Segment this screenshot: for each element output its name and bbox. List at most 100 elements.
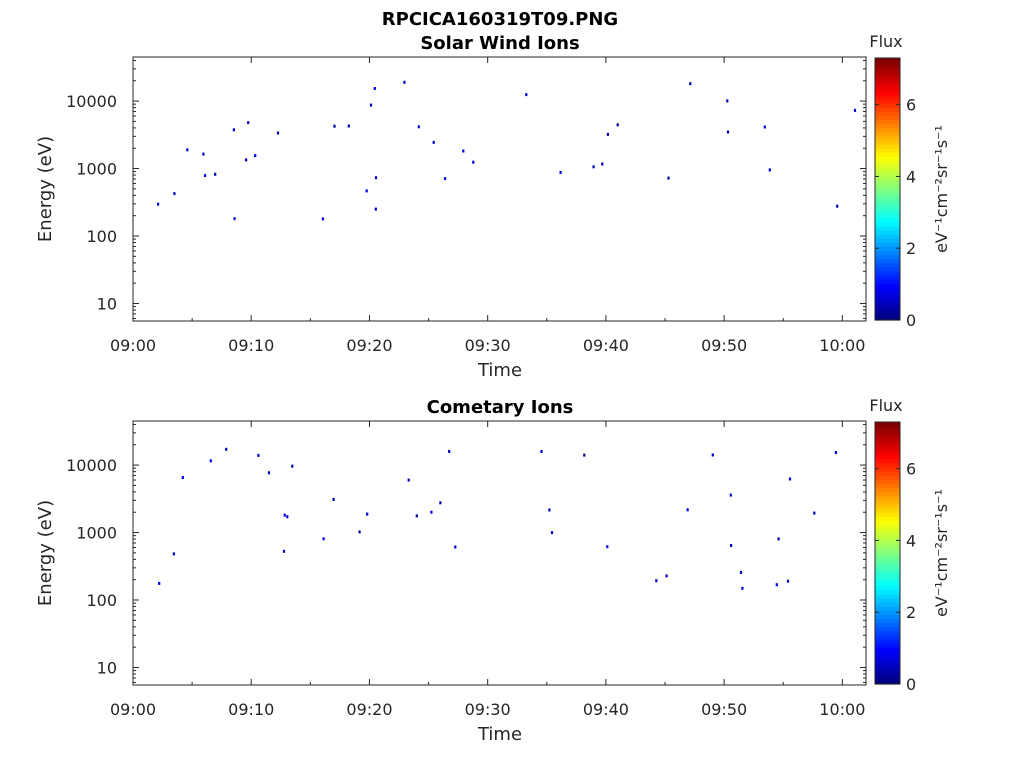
x-tick-label: 09:10 <box>228 336 274 355</box>
colorbar-swatch <box>875 287 900 292</box>
spectrogram-cell <box>726 99 729 103</box>
colorbar-swatch <box>875 503 900 509</box>
spectrogram-cell <box>836 204 839 208</box>
spectrogram-cell <box>813 511 816 515</box>
colorbar-swatch <box>875 487 900 493</box>
colorbar-swatch <box>875 160 900 166</box>
colorbar-tick-label: 6 <box>906 460 916 479</box>
colorbar-swatch <box>875 434 900 439</box>
colorbar-swatch <box>875 148 900 153</box>
colorbar-swatch <box>875 577 900 583</box>
x-axis-label: Time <box>477 360 522 381</box>
spectrogram-cell <box>417 125 420 129</box>
colorbar-swatch <box>875 430 900 435</box>
spectrogram-cell <box>358 530 361 534</box>
colorbar-swatch <box>875 315 900 321</box>
colorbar-swatch <box>875 152 900 157</box>
colorbar-swatch <box>875 667 900 673</box>
colorbar-swatch <box>875 573 900 579</box>
x-tick-label: 09:00 <box>110 336 156 355</box>
colorbar-swatch <box>875 156 900 161</box>
spectrogram-cell <box>365 189 368 193</box>
colorbar-swatch <box>875 225 900 231</box>
spectrogram-cell <box>407 478 410 482</box>
spectrogram-cell <box>347 124 350 128</box>
colorbar-unit-label: eV⁻¹cm⁻²sr⁻¹s⁻¹ <box>932 489 951 617</box>
y-tick-label: 10 <box>97 294 117 313</box>
colorbar-title: Flux <box>869 396 902 415</box>
colorbar-swatch <box>875 479 900 484</box>
colorbar-swatch <box>875 74 900 80</box>
spectrogram-cell <box>583 453 586 457</box>
colorbar-swatch <box>875 610 900 615</box>
colorbar-swatch <box>875 66 900 71</box>
colorbar-swatch <box>875 458 900 464</box>
colorbar-swatch <box>875 548 900 554</box>
spectrogram-cell <box>369 103 373 107</box>
y-tick-label: 1000 <box>76 160 117 179</box>
colorbar-swatch <box>875 454 900 460</box>
spectrogram-cell <box>202 152 205 156</box>
colorbar-swatch <box>875 483 900 489</box>
spectrogram-cell <box>439 501 442 505</box>
spectrogram-cell <box>448 449 451 453</box>
colorbar-swatch <box>875 659 900 665</box>
spectrogram-cell <box>247 121 250 125</box>
spectrogram-cell <box>415 514 418 518</box>
colorbar-swatch <box>875 450 900 456</box>
colorbar-title: Flux <box>869 32 902 51</box>
colorbar-swatch <box>875 86 900 92</box>
colorbar-tick-label: 0 <box>906 311 916 330</box>
colorbar-swatch <box>875 180 900 186</box>
spectrogram-cell <box>373 87 376 90</box>
colorbar-swatch <box>875 598 900 603</box>
plot-area <box>133 57 866 321</box>
colorbar-swatch <box>875 135 900 141</box>
spectrogram-cell <box>233 217 236 221</box>
spectrogram-cell <box>374 176 378 180</box>
colorbar-swatch <box>875 58 900 63</box>
spectrogram-cell <box>472 160 475 164</box>
x-tick-label: 09:20 <box>346 336 392 355</box>
spectrogram-cell <box>286 515 289 519</box>
spectrogram-cell <box>689 82 692 86</box>
spectrogram-cell <box>158 581 161 585</box>
colorbar-swatch <box>875 634 900 640</box>
colorbar-swatch <box>875 557 900 562</box>
colorbar-swatch <box>875 115 900 120</box>
colorbar-tick-label: 2 <box>906 239 916 258</box>
colorbar-swatch <box>875 107 900 112</box>
colorbar-swatch <box>875 544 900 550</box>
spectrogram-cell <box>245 158 248 162</box>
colorbar-swatch <box>875 475 900 480</box>
spectrogram-cell <box>548 508 551 512</box>
colorbar-swatch <box>875 311 900 317</box>
x-tick-label: 10:00 <box>819 336 865 355</box>
colorbar-swatch <box>875 647 900 652</box>
y-axis-label: Energy (eV) <box>35 500 56 606</box>
colorbar-swatch <box>875 172 900 178</box>
y-tick-label: 10 <box>97 658 117 677</box>
colorbar-swatch <box>875 197 900 202</box>
spectrogram-cell <box>616 123 619 127</box>
colorbar-swatch <box>875 283 900 288</box>
colorbar-swatch <box>875 168 900 174</box>
colorbar-swatch <box>875 205 900 211</box>
colorbar-swatch <box>875 553 900 558</box>
colorbar-swatch <box>875 422 900 427</box>
colorbar-swatch <box>875 655 900 661</box>
colorbar-swatch <box>875 606 900 611</box>
spectrogram-cell <box>291 464 294 468</box>
spectrogram-cell <box>665 574 668 578</box>
colorbar-swatch <box>875 111 900 116</box>
y-tick-label: 10000 <box>66 456 117 475</box>
spectrogram-cell <box>606 132 609 136</box>
spectrogram-cell <box>181 476 184 479</box>
panel-cometary-ions: Cometary Ions 09:00 09:10 09:20 09:30 09:40 0… <box>35 396 951 745</box>
colorbar-swatch <box>875 238 900 243</box>
colorbar-swatch <box>875 98 900 104</box>
colorbar-swatch <box>875 270 900 276</box>
panel-title: Solar Wind Ions <box>420 33 579 54</box>
colorbar-swatch <box>875 679 900 685</box>
colorbar-swatch <box>875 462 900 468</box>
